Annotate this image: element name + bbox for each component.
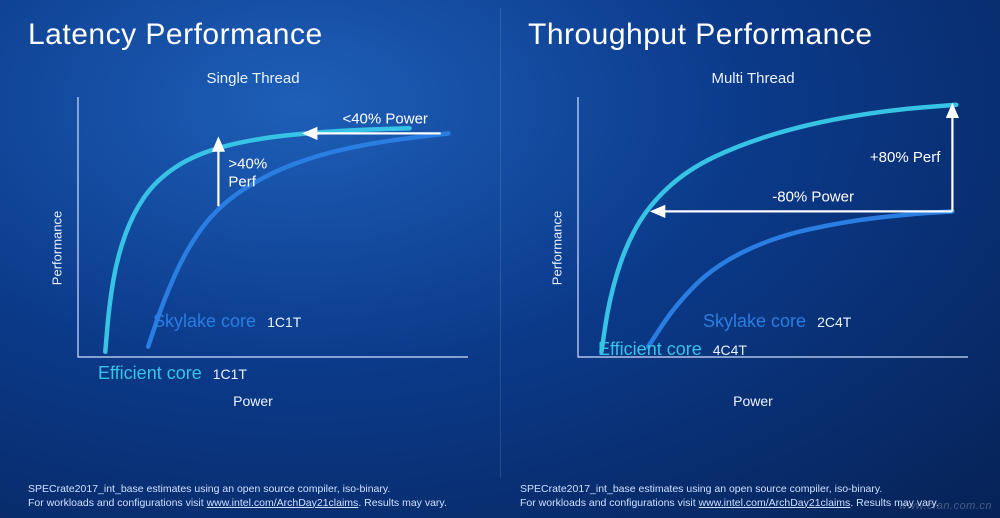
footnote-line1-r: SPECrate2017_int_base estimates using an… xyxy=(520,482,939,496)
latency-panel: Latency Performance Single Thread Perfor… xyxy=(0,0,506,518)
throughput-chart-wrap: Performance +80% Perf -80% Power Skylake… xyxy=(528,87,978,409)
throughput-power-label: -80% Power xyxy=(772,188,854,205)
footnote-line2: For workloads and configurations visit w… xyxy=(28,496,447,510)
latency-perf-label2: Perf xyxy=(228,173,256,190)
watermark: www.cfan.com.cn xyxy=(899,500,992,512)
throughput-title: Throughput Performance xyxy=(528,18,978,52)
latency-skylake-label: Skylake core 1C1T xyxy=(153,311,302,331)
latency-ylabel: Performance xyxy=(50,211,65,285)
latency-efficient-label: Efficient core 1C1T xyxy=(98,363,247,383)
throughput-subtitle: Multi Thread xyxy=(528,70,978,87)
latency-subtitle: Single Thread xyxy=(28,70,478,87)
throughput-perf-label: +80% Perf xyxy=(870,149,941,166)
throughput-ylabel: Performance xyxy=(550,211,565,285)
panel-divider xyxy=(500,8,501,478)
latency-chart: >40% Perf <40% Power Skylake core 1C1T E… xyxy=(58,87,478,387)
latency-power-label: <40% Power xyxy=(342,110,427,127)
throughput-panel: Throughput Performance Multi Thread Perf… xyxy=(506,0,1000,518)
footnote-line2-r: For workloads and configurations visit w… xyxy=(520,496,939,510)
throughput-xlabel: Power xyxy=(528,393,978,409)
latency-xlabel: Power xyxy=(28,393,478,409)
latency-perf-label1: >40% xyxy=(228,155,267,172)
throughput-chart: +80% Perf -80% Power Skylake core 2C4T E… xyxy=(558,87,978,387)
throughput-efficient-label: Efficient core 4C4T xyxy=(598,339,747,359)
throughput-skylake-label: Skylake core 2C4T xyxy=(703,311,852,331)
footnote-left: SPECrate2017_int_base estimates using an… xyxy=(28,482,447,510)
latency-title: Latency Performance xyxy=(28,18,478,52)
footnote-right: SPECrate2017_int_base estimates using an… xyxy=(520,482,939,510)
footnote-line1: SPECrate2017_int_base estimates using an… xyxy=(28,482,447,496)
latency-chart-wrap: Performance >40% Perf <40% xyxy=(28,87,478,409)
